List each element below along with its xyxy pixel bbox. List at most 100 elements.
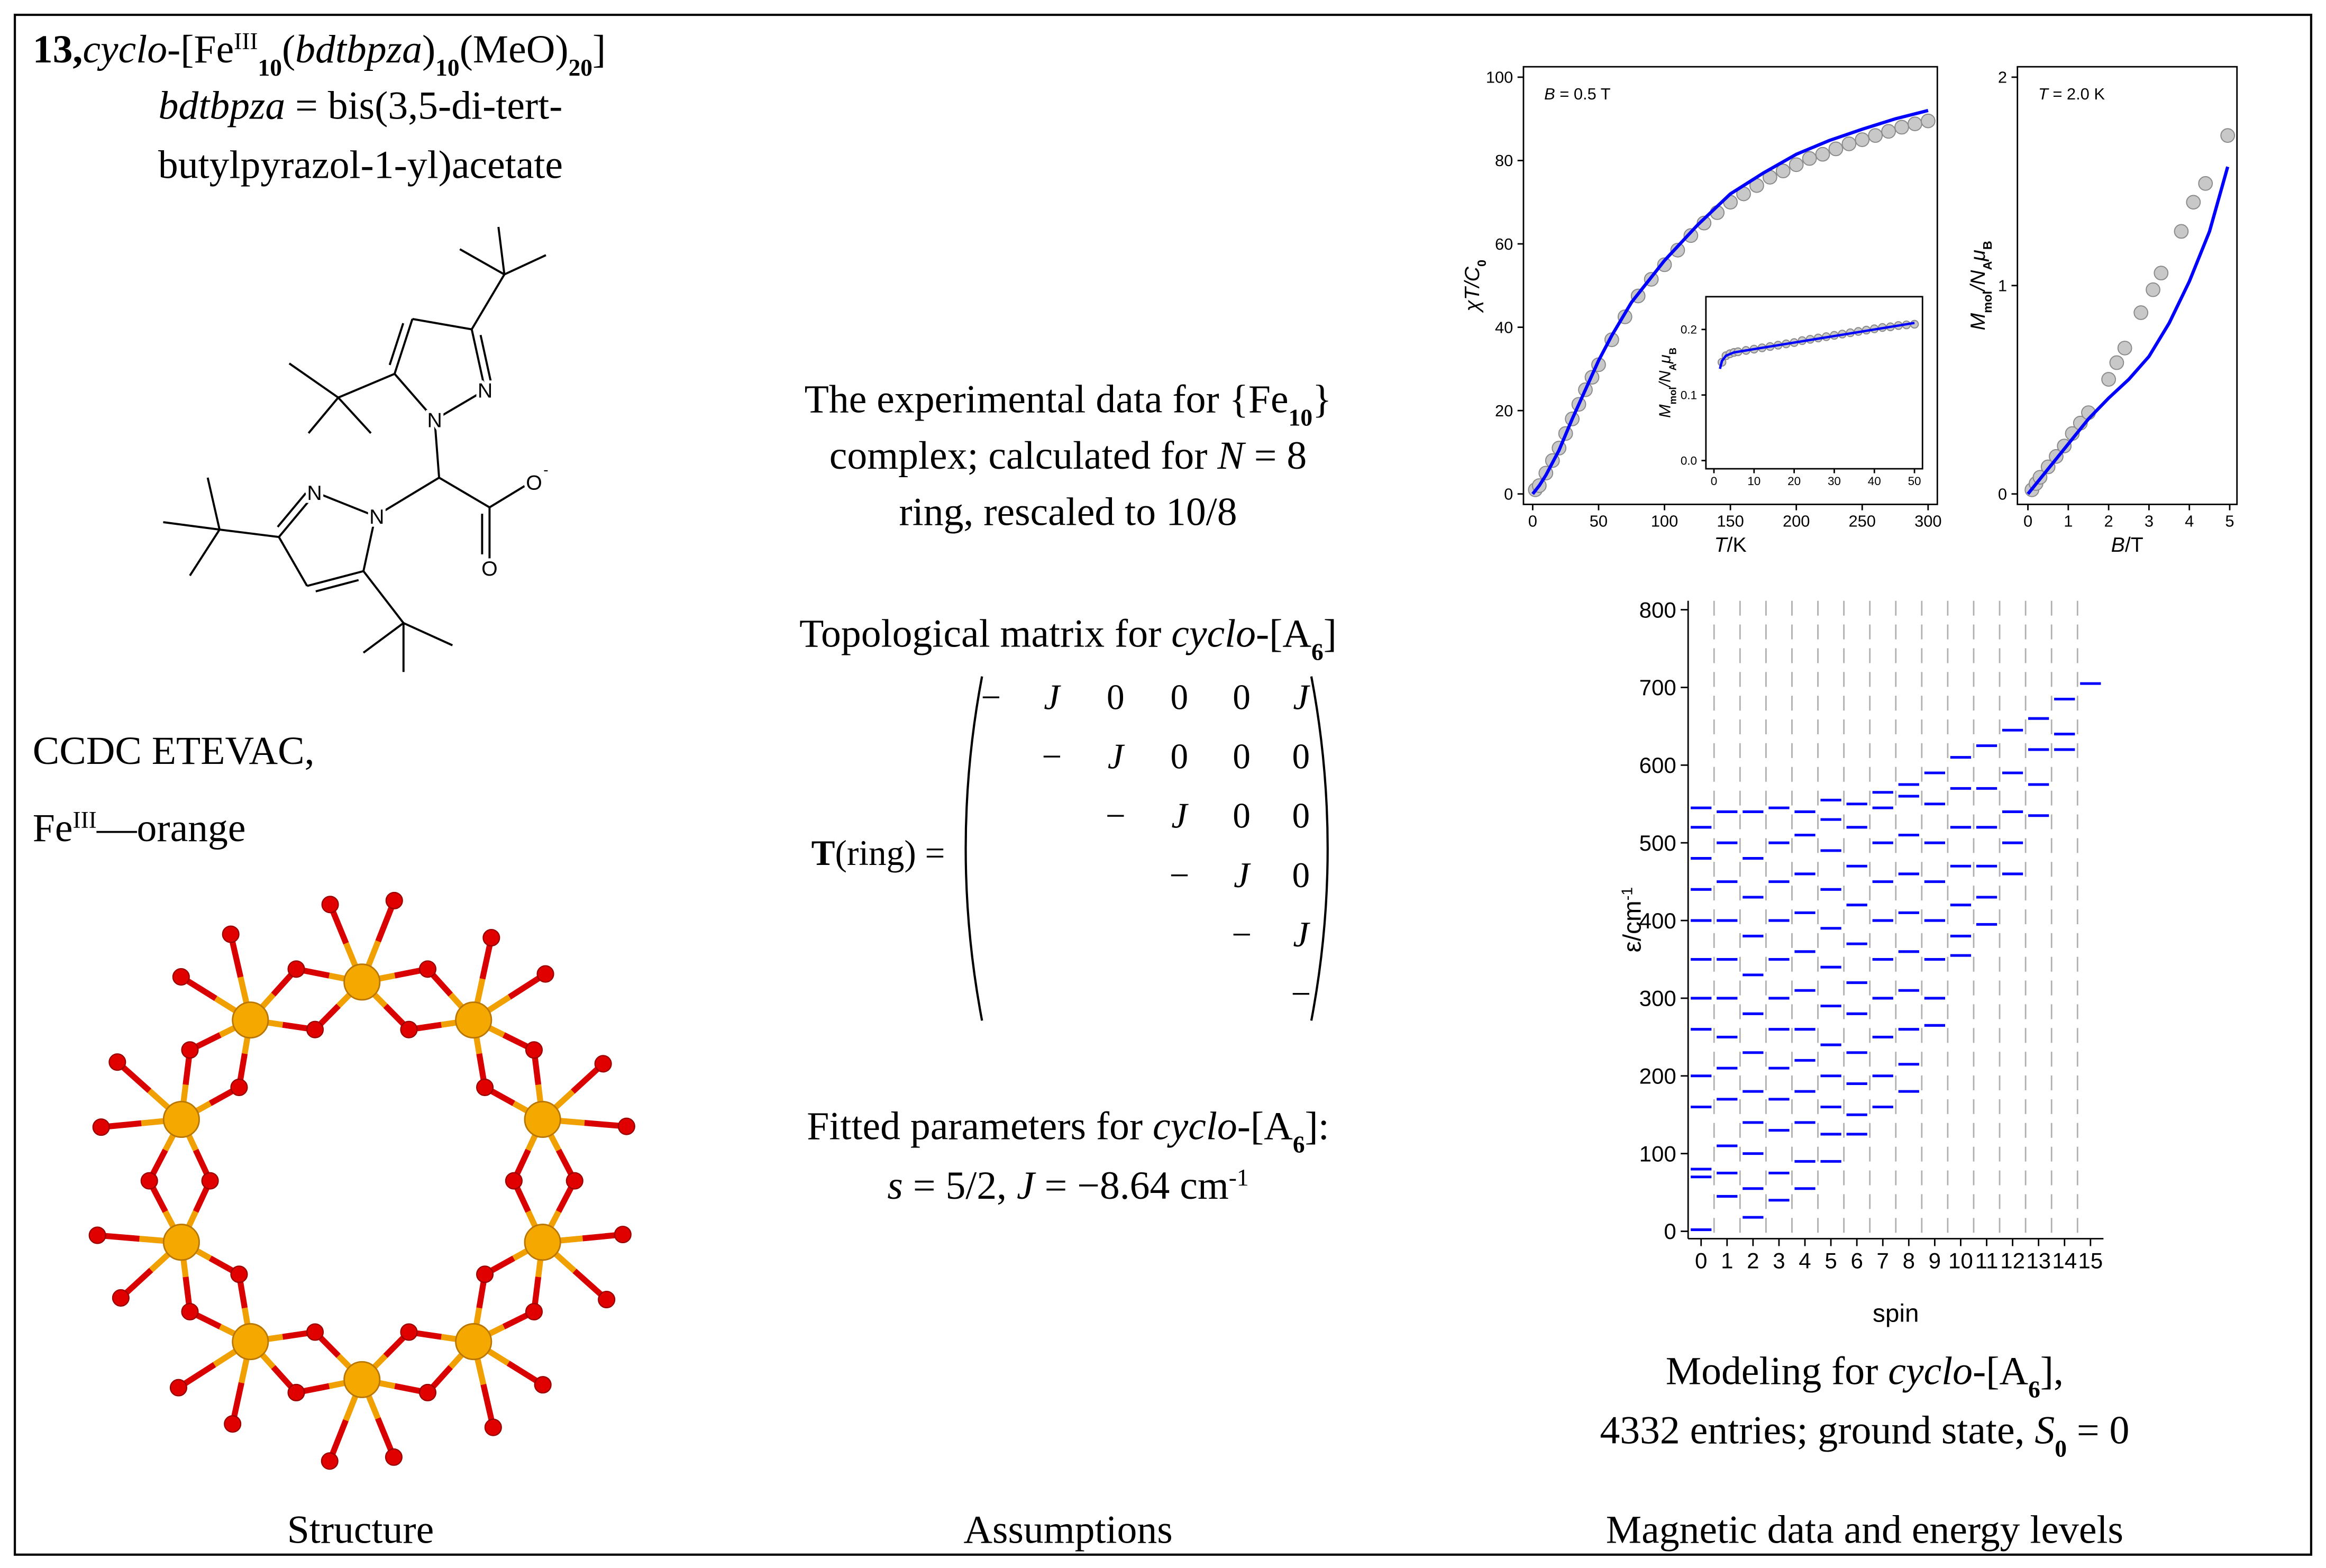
text-part: -[A xyxy=(1237,1105,1293,1148)
x-tick-label: 10 xyxy=(1948,1248,1973,1273)
text-part: = −8.64 cm xyxy=(1035,1164,1229,1208)
y-tick-label: 0 xyxy=(1504,485,1513,504)
bond xyxy=(278,491,317,538)
y-tick-label: 200 xyxy=(1639,1064,1676,1089)
text-part: N xyxy=(1217,434,1246,478)
bond xyxy=(439,477,490,508)
x-tick-label: 20 xyxy=(1787,475,1801,488)
data-point xyxy=(1775,163,1791,179)
bond xyxy=(206,477,221,530)
matrix-cell: J xyxy=(1234,855,1251,895)
iron-atom xyxy=(232,1001,269,1039)
oxygen-atom xyxy=(140,1172,158,1190)
text-part: 4332 entries; ground state, xyxy=(1600,1408,2035,1452)
data-point xyxy=(1841,136,1857,151)
plot-background xyxy=(2017,67,2237,505)
text-part: (ring) = xyxy=(835,833,945,873)
bond xyxy=(288,362,339,399)
bond xyxy=(362,622,404,654)
bond xyxy=(489,481,532,508)
x-tick-label: 11 xyxy=(1975,1248,1999,1273)
text-part: A xyxy=(1667,363,1678,370)
axis-frame xyxy=(1705,296,1923,470)
x-tick-label: 30 xyxy=(1828,475,1841,488)
iron-atom xyxy=(162,1100,200,1138)
bond xyxy=(307,397,339,434)
text-part: A xyxy=(1981,261,1994,270)
matrix-cell: 0 xyxy=(1171,737,1189,777)
matrix-bracket xyxy=(1310,676,1329,1021)
oxygen-atom xyxy=(88,1226,106,1244)
iron-atom xyxy=(455,1001,492,1039)
text-part: The experimental data for {Fe xyxy=(805,378,1289,422)
text-part: cyclo xyxy=(1153,1105,1237,1148)
data-point xyxy=(1920,113,1936,129)
matrix-cell: J xyxy=(1293,915,1310,954)
bond xyxy=(412,317,472,331)
text-part: 0 xyxy=(2055,1435,2067,1462)
data-point xyxy=(2146,282,2160,297)
text-part: B xyxy=(1544,85,1555,103)
matrix-cell: J xyxy=(1171,796,1189,836)
x-tick-label: 40 xyxy=(1868,475,1881,488)
atom-label: O xyxy=(481,557,498,580)
data-point xyxy=(1855,132,1870,147)
assumption-text: The experimental data for {Fe10} xyxy=(805,378,1332,431)
fit-text: Fitted parameters for cyclo-[A6]: xyxy=(807,1105,1329,1158)
matrix-cell: 0 xyxy=(1292,796,1310,836)
matrix-cell: 0 xyxy=(1233,737,1251,777)
oxygen-atom xyxy=(400,1020,418,1038)
iron-atom xyxy=(232,1323,269,1361)
y-axis-label: Mmol/NAμB xyxy=(1656,348,1679,418)
oxygen-atom xyxy=(594,1055,612,1073)
text-part: ( xyxy=(282,28,295,71)
x-tick-label: 15 xyxy=(2078,1248,2103,1273)
bond xyxy=(497,226,506,275)
oxygen-atom xyxy=(306,1323,324,1341)
data-point xyxy=(1683,228,1699,243)
matrix-cell: 0 xyxy=(1233,677,1251,717)
x-tick-label: 7 xyxy=(1877,1248,1889,1273)
text-part: μ xyxy=(1656,354,1674,364)
iron-atom xyxy=(524,1224,561,1261)
text-part: cyclo xyxy=(1171,612,1256,656)
assumption-text: complex; calculated for N = 8 xyxy=(829,434,1307,478)
ccdc-code: CCDC ETEVAC, xyxy=(33,729,315,773)
y-tick-label: 1 xyxy=(1998,277,2007,295)
y-tick-label: 40 xyxy=(1495,318,1513,336)
fit-curve xyxy=(2027,166,2230,495)
data-point xyxy=(2117,341,2132,355)
x-axis-label: spin xyxy=(1873,1300,1919,1328)
y-tick-label: 800 xyxy=(1639,597,1676,622)
model-caption: Modeling for cyclo-[A6], xyxy=(1666,1349,2064,1402)
iron-atom xyxy=(343,963,381,1001)
bond xyxy=(394,373,436,421)
iron-atom xyxy=(343,1361,381,1398)
x-tick-label: 12 xyxy=(2000,1248,2025,1273)
text-part: /C xyxy=(1461,266,1484,289)
text-part: (MeO) xyxy=(460,28,569,71)
bond xyxy=(470,329,486,390)
oxygen-atom xyxy=(565,1172,583,1190)
y-tick-label: 600 xyxy=(1639,753,1676,778)
x-tick-label: 200 xyxy=(1783,512,1810,530)
column-caption: Magnetic data and energy levels xyxy=(1606,1508,2123,1552)
bond xyxy=(479,334,492,382)
oxygen-atom xyxy=(418,960,437,978)
x-tick-label: 4 xyxy=(1799,1248,1811,1273)
data-point xyxy=(2186,195,2201,210)
text-part: bdtbpza xyxy=(295,28,422,71)
text-part: /K xyxy=(1727,533,1747,557)
oxygen-atom xyxy=(525,1302,543,1321)
text-part: mol xyxy=(1667,387,1678,404)
y-tick-label: 500 xyxy=(1639,831,1676,855)
oxygen-atom xyxy=(92,1118,110,1136)
text-part: B xyxy=(1981,241,1994,250)
text-part: 6 xyxy=(1311,639,1324,666)
matrix-cell: 0 xyxy=(1171,677,1189,717)
text-part: J xyxy=(1017,1164,1036,1208)
data-point xyxy=(1789,157,1804,172)
color-note: FeIII—orange xyxy=(33,806,246,850)
x-tick-label: 0 xyxy=(1695,1248,1707,1273)
